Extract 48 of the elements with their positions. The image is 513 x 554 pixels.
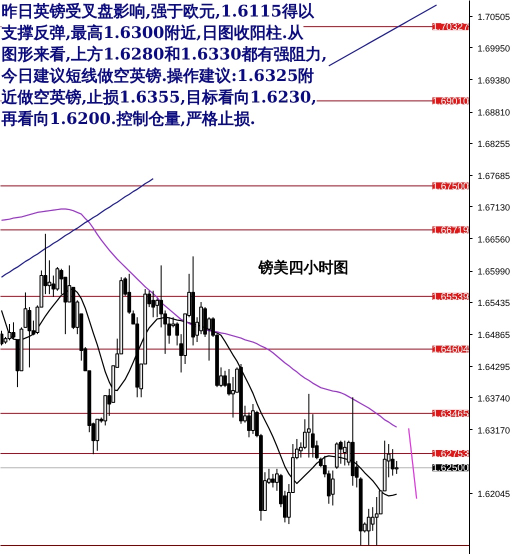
- y-tick-label: 1.69380: [478, 75, 510, 86]
- candlestick: [334, 442, 339, 470]
- y-tick-label: 1.67130: [478, 202, 510, 212]
- candlestick: [0, 330, 4, 346]
- y-tick-label: 1.65990: [478, 266, 510, 277]
- y-tick-label: 1.68255: [478, 138, 510, 149]
- candlestick: [155, 298, 160, 318]
- candlestick: [390, 448, 395, 476]
- y-tick-label: 1.68810: [478, 108, 510, 118]
- ref-line-label: 1.63465: [432, 408, 469, 420]
- annotation: 今日建议短线做空英镑.操作建议:1.6325附: [0, 66, 314, 85]
- y-tick-label: 1.67685: [478, 170, 510, 181]
- annotation: 昨日英镑受叉盘影响,强于欧元,1.6115得以: [2, 2, 315, 20]
- candlestick: [366, 508, 371, 546]
- annotation: 支撑反弹,最高1.6300附近,日图收阳柱.从: [0, 23, 304, 42]
- candlestick: [342, 440, 347, 466]
- candlestick: [151, 290, 156, 318]
- ref-line-label: 1.66719: [432, 225, 469, 236]
- annotation: 近做空英镑,止损1.6355,目标看向1.6230,: [0, 88, 317, 106]
- ref-line-label: 1.67500: [432, 181, 469, 192]
- candlestick: [48, 260, 52, 295]
- ref-line-label: 1.62500: [432, 463, 469, 474]
- y-tick-label: 1.63740: [478, 393, 510, 404]
- line-series: [0, 178, 154, 278]
- ref-line-label: 1.62753: [432, 448, 469, 460]
- y-tick-label: 1.69950: [478, 43, 510, 54]
- ref-line-label: 1.69010: [432, 96, 469, 108]
- candlestick: [95, 418, 100, 452]
- candlestick: [394, 460, 399, 474]
- annotation: 图形来看,上方1.6280和1.6330都有强阻力,: [2, 44, 328, 64]
- candlestick: [12, 322, 16, 340]
- candlestick: [127, 273, 132, 314]
- y-tick-label: 1.70505: [478, 12, 510, 22]
- y-tick-label: 1.66560: [478, 234, 510, 244]
- candlestick: [8, 323, 12, 341]
- y-tick-label: 1.65435: [478, 298, 510, 308]
- y-tick-label: 1.64865: [478, 330, 510, 340]
- y-tick-label: 1.63170: [478, 425, 510, 436]
- y-tick-label: 1.62045: [478, 488, 510, 499]
- candlestick: [306, 393, 311, 458]
- candlestick: [251, 404, 255, 434]
- candlestick: [28, 306, 32, 368]
- ref-line-label: 1.65539: [432, 292, 469, 303]
- text: 镑美四小时图: [258, 258, 348, 276]
- annotation: 再看向1.6200.控制仓量,严格止损.: [0, 109, 256, 128]
- candlestick: [330, 470, 335, 506]
- y-tick-label: 1.64295: [478, 362, 510, 372]
- candlestick: [271, 473, 275, 488]
